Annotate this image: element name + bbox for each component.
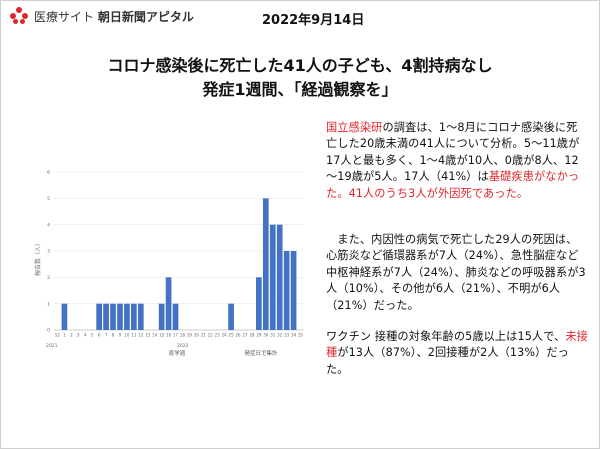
chart-bar <box>269 224 276 330</box>
chart-x-tick-label: 8 <box>112 333 115 338</box>
chart-bars <box>61 198 297 330</box>
chart-x-tick-label: 16 <box>166 333 172 338</box>
chart-bar <box>131 303 137 330</box>
chart-bar <box>290 251 297 330</box>
chart-x-axis-label: 疫学週 <box>169 349 186 357</box>
chart-x-tick-label: 17 <box>173 333 179 338</box>
chart-x-tick-label: 6 <box>98 333 101 338</box>
chart-x-tick-label: 35 <box>298 333 304 338</box>
chart-x-tick-label: 26 <box>235 333 241 338</box>
chart-year-label-2021: 2021 <box>46 343 58 349</box>
chart-y-tick-label: 3 <box>47 249 50 255</box>
chart-x-tick-label: 28 <box>249 333 255 338</box>
chart-x-tick-label: 21 <box>201 333 207 338</box>
chart-x-tick-label: 13 <box>145 333 151 338</box>
brand-header[interactable]: 医療サイト 朝日新聞アピタル <box>10 6 194 26</box>
highlighted-text: 基礎疾患がなかった。41人のうち3人が外因死であった。 <box>326 170 580 200</box>
chart-x-tick-label: 2 <box>70 333 73 338</box>
chart-x-tick-label: 33 <box>284 333 290 338</box>
chart-x-tick-label: 52 <box>55 333 61 338</box>
chart-x-tick-label: 3 <box>77 333 80 338</box>
paragraph-text: の調査は、1～8月にコロナ感染後に死亡した20歳未満の41人について分析。5～1… <box>326 121 580 184</box>
chart-bar <box>172 303 179 330</box>
chart-x-tick-label: 25 <box>229 333 235 338</box>
chart-x-tick-label: 23 <box>215 333 221 338</box>
brand-name: 朝日新聞アピタル <box>97 9 194 24</box>
chart-bar <box>165 277 172 330</box>
chart-y-axis-label: 報告数（人） <box>34 240 42 276</box>
chart-x-tick-label: 18 <box>180 333 186 338</box>
chart-x-tick-label: 30 <box>263 333 269 338</box>
chart-x-tick-label: 32 <box>277 333 283 338</box>
chart-x-tick-label: 10 <box>124 333 130 338</box>
chart-x-tick-label: 14 <box>152 333 158 338</box>
highlighted-text: 国立感染研 <box>326 121 383 134</box>
chart-bar <box>283 251 290 330</box>
chart-y-tick-label: 4 <box>47 222 50 228</box>
chart-x-tick-label: 12 <box>138 333 144 338</box>
publish-date: 2022年9月14日 <box>262 13 365 28</box>
chart-bar <box>158 303 165 330</box>
chart-x-tick-label: 9 <box>119 333 122 338</box>
chart-x-ticks: 52 1 2 3 4 5 6 7 8 9 10 11 12 13 14 15 16 17 18 19 20 21 22 23 2… <box>55 333 304 338</box>
paragraph-text: また、内因性の病気で死亡した29人の死因は、心筋炎など循環器系が7人（24%）、… <box>326 233 586 312</box>
chart-x-tick-label: 27 <box>242 333 248 338</box>
chart-bar <box>103 303 109 330</box>
chart-x-tick-label: 29 <box>256 333 262 338</box>
chart-x-tick-label: 19 <box>187 333 193 338</box>
chart-x-tick-label: 24 <box>222 333 228 338</box>
paragraph-text: ワクチン 接種の対象年齢の5歳以上は15人で、 <box>326 330 566 343</box>
chart-y-tick-label: 5 <box>47 196 50 202</box>
chart-bar <box>276 224 283 330</box>
chart-bar <box>96 303 102 330</box>
chart-bar <box>117 303 123 330</box>
chart-y-ticks: 0 1 2 3 4 5 6 <box>47 170 50 334</box>
chart-x-tick-label: 5 <box>91 333 94 338</box>
chart-year-label-2022: 2022 <box>177 343 189 349</box>
chart-x-tick-label: 34 <box>291 333 297 338</box>
headline-line-1: コロナ感染後に死亡した41人の子ども、4割持病なし <box>107 56 493 75</box>
asahi-logo-icon <box>10 7 28 25</box>
chart-x-tick-label: 1 <box>63 333 66 338</box>
highlighted-text: 未接種 <box>326 330 588 360</box>
body-paragraph-3: ワクチン 接種の対象年齢の5歳以上は15人で、未接種が13人（87%）、2回接種… <box>326 329 588 378</box>
chart-bar <box>110 303 116 330</box>
chart-y-tick-label: 0 <box>47 328 50 334</box>
chart-bar <box>124 303 130 330</box>
chart-bar <box>228 303 234 330</box>
headline-line-2: 発症1週間、「経過観察を」 <box>202 80 398 99</box>
chart-y-tick-label: 2 <box>47 275 50 281</box>
chart-bar <box>262 198 269 330</box>
chart-y-tick-label: 6 <box>47 170 50 176</box>
chart-gridlines <box>54 171 304 331</box>
chart-x-tick-label: 31 <box>270 333 276 338</box>
chart-bar <box>61 303 68 330</box>
chart-bar <box>256 277 262 330</box>
chart-x-tick-label: 15 <box>159 333 165 338</box>
chart-y-tick-label: 1 <box>47 301 50 307</box>
chart-x-tick-label: 11 <box>131 333 137 338</box>
chart-x-tick-label: 22 <box>208 333 214 338</box>
brand-text: 医療サイト 朝日新聞アピタル <box>34 8 194 25</box>
chart-x-tick-label: 4 <box>84 333 87 338</box>
paragraph-text: が13人（87%）、2回接種が2人（13%）だった。 <box>326 346 569 376</box>
brand-prefix: 医療サイト <box>34 9 95 24</box>
body-paragraph-2: また、内因性の病気で死亡した29人の死因は、心筋炎など循環器系が7人（24%）、… <box>326 232 588 314</box>
chart-bar <box>137 303 144 330</box>
body-paragraph-1: 国立感染研の調査は、1～8月にコロナ感染後に死亡した20歳未満の41人について分… <box>326 120 588 202</box>
chart-note: 発症日で集計 <box>244 349 278 357</box>
chart-x-tick-label: 7 <box>105 333 108 338</box>
chart-x-tick-label: 20 <box>194 333 200 338</box>
